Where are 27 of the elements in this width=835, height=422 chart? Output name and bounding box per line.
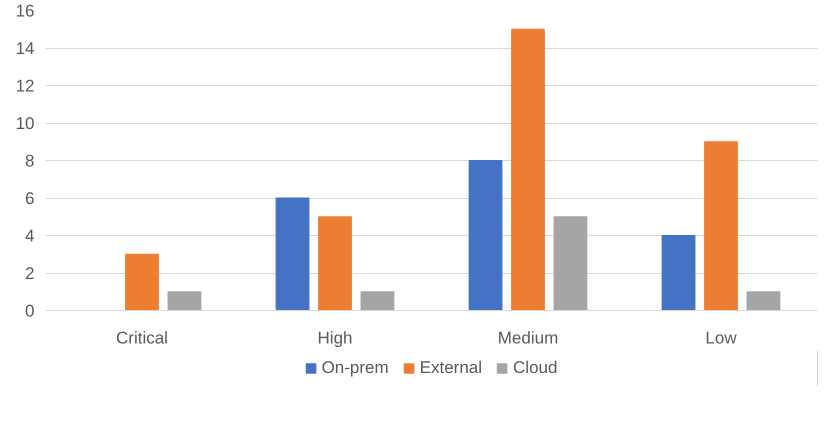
y-tick-label: 0 — [25, 302, 35, 320]
legend-label: On-prem — [322, 358, 389, 378]
legend-label: Cloud — [513, 358, 558, 378]
x-tick-label: Medium — [498, 328, 558, 348]
x-tick-label: Critical — [116, 328, 168, 348]
y-tick-label: 4 — [25, 226, 35, 246]
y-tick-label: 10 — [16, 114, 35, 133]
y-tick-label: 12 — [16, 76, 35, 96]
bar — [360, 291, 394, 310]
bar — [554, 216, 588, 310]
x-tick-label: High — [318, 328, 352, 348]
y-tick-label: 6 — [25, 189, 35, 208]
bar — [168, 291, 202, 310]
y-tick-label: 8 — [25, 152, 35, 170]
bar — [276, 198, 310, 310]
x-tick-label: Low — [705, 328, 738, 348]
y-tick-label: 16 — [16, 2, 35, 20]
bar — [746, 291, 780, 310]
bar — [125, 254, 159, 310]
y-tick-label: 2 — [25, 264, 35, 283]
bar — [318, 216, 352, 310]
bar — [662, 235, 696, 310]
y-tick-label: 14 — [16, 39, 35, 58]
bar — [468, 160, 502, 310]
legend-label: External — [420, 358, 482, 378]
bar — [511, 28, 545, 310]
bar — [704, 141, 738, 310]
